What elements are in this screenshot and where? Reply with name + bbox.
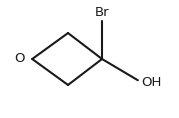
Text: O: O	[14, 53, 25, 65]
Text: Br: Br	[95, 6, 109, 19]
Text: OH: OH	[141, 76, 162, 89]
